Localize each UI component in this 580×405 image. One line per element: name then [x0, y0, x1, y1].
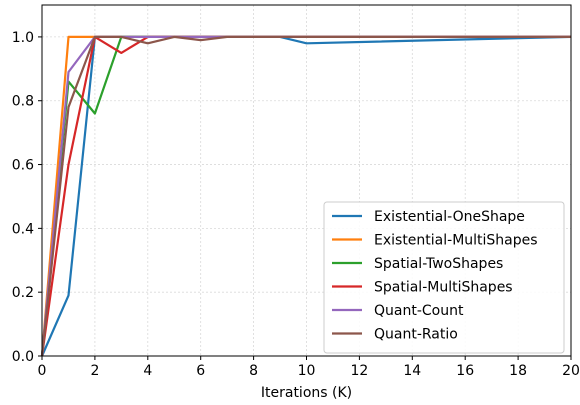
- x-tick-label: 4: [143, 363, 152, 379]
- legend-label: Spatial-TwoShapes: [374, 256, 503, 272]
- y-tick-label: 0.0: [12, 349, 34, 365]
- legend: Existential-OneShape Existential-MultiSha…: [323, 201, 565, 354]
- y-tick-label: 0.4: [12, 221, 34, 237]
- x-axis: 0 2 4 6 8 10 12 14 16 18 20: [38, 356, 580, 379]
- x-axis-title: Iterations (K): [261, 385, 352, 401]
- series-line-5: [40, 35, 571, 357]
- legend-box: [323, 201, 565, 354]
- legend-label: Existential-MultiShapes: [374, 233, 538, 249]
- x-tick-label: 16: [456, 363, 474, 379]
- legend-label: Quant-Ratio: [374, 327, 458, 343]
- y-tick-label: 0.6: [12, 158, 34, 174]
- x-tick-label: 14: [403, 363, 421, 379]
- y-tick-label: 1.0: [12, 30, 34, 46]
- y-tick-label: 0.8: [12, 94, 34, 110]
- x-tick-label: 8: [249, 363, 258, 379]
- x-tick-label: 6: [196, 363, 205, 379]
- legend-label: Spatial-MultiShapes: [374, 280, 513, 296]
- x-tick-label: 2: [90, 363, 99, 379]
- x-tick-label: 18: [509, 363, 527, 379]
- legend-label: Quant-Count: [374, 303, 464, 319]
- x-tick-label: 12: [350, 363, 368, 379]
- x-tick-label: 0: [38, 363, 47, 379]
- x-tick-label: 10: [298, 363, 316, 379]
- legend-label: Existential-OneShape: [374, 209, 525, 225]
- series-lines: [40, 35, 572, 357]
- x-tick-label: 20: [562, 363, 580, 379]
- y-tick-label: 0.2: [12, 285, 34, 301]
- y-axis: 0.0 0.2 0.4 0.6 0.8 1.0: [12, 30, 42, 365]
